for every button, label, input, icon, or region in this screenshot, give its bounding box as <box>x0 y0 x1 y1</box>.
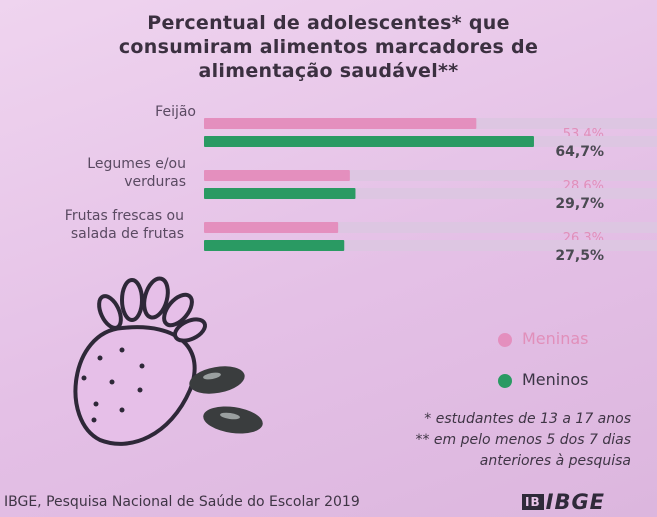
legend-item-meninas: Meninas <box>498 329 589 348</box>
chart-title-line-2: consumiram alimentos marcadores de <box>118 36 539 58</box>
bar-meninos-2 <box>204 240 345 251</box>
ibge-logo: IB IBGE <box>522 490 605 514</box>
data-label-meninos-0: 64,7% <box>555 144 604 160</box>
legend-swatch-meninas <box>498 332 512 347</box>
legend-label-meninos: Meninos <box>522 370 589 389</box>
logo-text: IBGE <box>545 490 606 514</box>
bar-meninos-1 <box>204 188 356 199</box>
data-label-meninos-1: 29,7% <box>555 196 604 212</box>
bean-icon <box>189 366 263 434</box>
data-label-meninos-2: 27,5% <box>555 248 604 264</box>
category-label: Feijão <box>155 104 196 120</box>
source-note: IBGE, Pesquisa Nacional de Saúde do Esco… <box>4 494 360 510</box>
chart-title-line-3: alimentação saudável** <box>198 60 459 82</box>
category-label: Legumes e/ou <box>87 156 186 172</box>
bar-meninas-0 <box>204 118 477 129</box>
category-label: verduras <box>124 174 186 190</box>
footnote-1: * estudantes de 13 a 17 anos <box>424 411 631 427</box>
strawberry-icon <box>73 276 207 446</box>
bar-meninos-0 <box>204 136 534 147</box>
category-label: Frutas frescas ou <box>65 208 184 224</box>
food-illustration <box>73 276 263 446</box>
legend-label-meninas: Meninas <box>522 329 589 348</box>
bar-meninas-2 <box>204 222 339 233</box>
footnote-2: ** em pelo menos 5 dos 7 dias <box>415 432 631 448</box>
chart-title-line-1: Percentual de adolescentes* que <box>147 12 510 34</box>
legend-item-meninos: Meninos <box>498 370 589 389</box>
logo-mark: IB <box>522 494 544 510</box>
legend-swatch-meninos <box>498 373 512 388</box>
category-label: salada de frutas <box>71 226 184 242</box>
bar-meninas-1 <box>204 170 350 181</box>
footnote-3: anteriores à pesquisa <box>479 453 631 469</box>
